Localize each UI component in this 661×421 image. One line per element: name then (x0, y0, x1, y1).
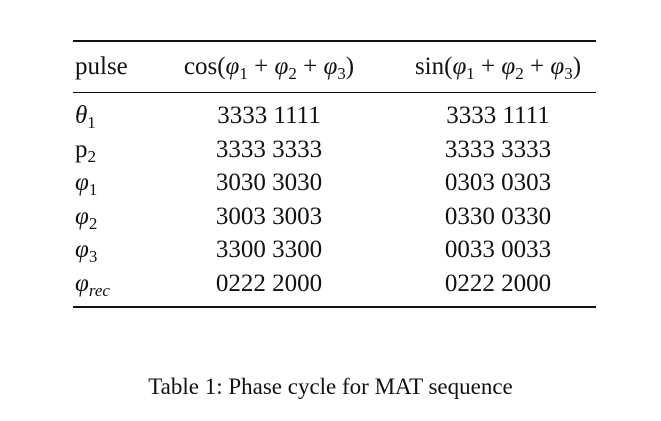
row-label: φ1 (75, 169, 98, 199)
sin-cell: 3333 3333 (444, 135, 552, 163)
cos-cell: 3003 3003 (215, 202, 323, 230)
header-sin-sum: sin(φ1 + φ2 + φ3) (414, 53, 582, 83)
row-label: φrec (75, 269, 110, 300)
sin-cell: 0222 2000 (444, 269, 552, 297)
table-caption: Table 1: Phase cycle for MAT sequence (148, 374, 513, 399)
sin-cell: 3333 1111 (446, 102, 550, 129)
table-body: θ1 3333 1111 3333 1111 p2 3333 3333 3333… (73, 93, 596, 306)
table-header-rule (73, 92, 596, 93)
cos-cell: 3030 3030 (215, 169, 323, 196)
row-label: φ3 (75, 236, 98, 266)
table-row: φ2 3003 3003 0330 0330 (73, 200, 596, 234)
table-row: φ1 3030 3030 0303 0303 (73, 166, 596, 200)
sin-cell: 0330 0330 (444, 202, 552, 230)
table-row: θ1 3333 1111 3333 1111 (73, 99, 596, 133)
header-pulse: pulse (75, 53, 128, 80)
table-bottom-rule (73, 306, 596, 308)
table-row: p2 3333 3333 3333 3333 (73, 133, 596, 167)
row-label: p2 (75, 135, 96, 166)
cos-cell: 3300 3300 (215, 236, 323, 263)
header-cos-sum: cos(φ1 + φ2 + φ3) (183, 53, 355, 83)
cos-cell: 3333 1111 (217, 102, 321, 129)
cos-cell: 0222 2000 (215, 269, 323, 297)
table-top-rule (73, 40, 596, 42)
row-label: θ1 (75, 102, 96, 132)
table-header-row: pulse cos(φ1 + φ2 + φ3) sin(φ1 + φ2 + φ3… (73, 42, 596, 92)
sin-cell: 0033 0033 (444, 236, 552, 263)
phase-cycle-table: pulse cos(φ1 + φ2 + φ3) sin(φ1 + φ2 + φ3… (73, 40, 596, 308)
sin-cell: 0303 0303 (444, 169, 552, 196)
row-label: φ2 (75, 202, 98, 233)
cos-cell: 3333 3333 (215, 135, 323, 163)
table-row: φrec 0222 2000 0222 2000 (73, 267, 596, 301)
table-row: φ3 3300 3300 0033 0033 (73, 233, 596, 267)
